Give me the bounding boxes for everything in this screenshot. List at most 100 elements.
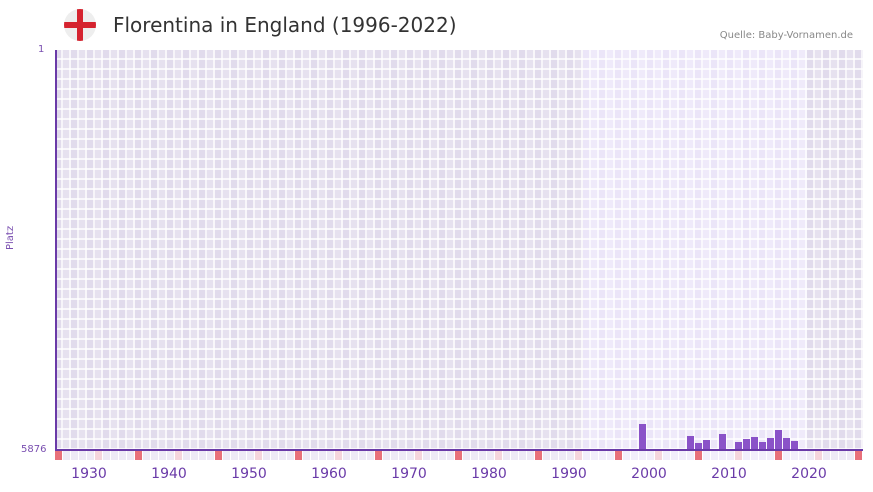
- year-marker: [487, 451, 495, 460]
- y-tick-bottom: 5876: [21, 444, 47, 455]
- year-marker: [135, 451, 143, 460]
- year-marker: [791, 451, 799, 460]
- year-marker: [327, 451, 335, 460]
- year-marker: [455, 451, 463, 460]
- year-marker: [471, 451, 479, 460]
- x-tick-label: 1950: [231, 466, 267, 482]
- year-marker: [335, 451, 343, 460]
- x-tick-label: 2020: [791, 466, 827, 482]
- year-marker: [255, 451, 263, 460]
- source-link[interactable]: Quelle: Baby-Vornamen.de: [719, 30, 853, 41]
- x-axis-line: [55, 449, 863, 451]
- year-marker: [151, 451, 159, 460]
- year-marker: [479, 451, 487, 460]
- year-marker: [591, 451, 599, 460]
- year-marker: [367, 451, 375, 460]
- bar-2016[interactable]: [759, 442, 766, 450]
- year-marker: [807, 451, 815, 460]
- year-marker: [127, 451, 135, 460]
- year-marker-strip: [55, 451, 863, 460]
- year-marker: [55, 451, 63, 460]
- year-marker: [303, 451, 311, 460]
- year-marker: [751, 451, 759, 460]
- year-marker: [855, 451, 863, 460]
- bar-2013[interactable]: [735, 442, 742, 450]
- year-marker: [463, 451, 471, 460]
- bar-2018[interactable]: [775, 430, 782, 450]
- bar-2015[interactable]: [751, 437, 758, 450]
- year-marker: [87, 451, 95, 460]
- year-marker: [727, 451, 735, 460]
- year-marker: [295, 451, 303, 460]
- year-marker: [663, 451, 671, 460]
- year-marker: [359, 451, 367, 460]
- year-marker: [799, 451, 807, 460]
- year-marker: [191, 451, 199, 460]
- year-marker: [527, 451, 535, 460]
- x-tick-label: 1990: [551, 466, 587, 482]
- year-marker: [519, 451, 527, 460]
- year-marker: [703, 451, 711, 460]
- england-flag-icon: [64, 9, 96, 41]
- year-marker: [215, 451, 223, 460]
- year-marker: [839, 451, 847, 460]
- year-marker: [423, 451, 431, 460]
- flag-cross-vertical: [77, 9, 83, 41]
- x-tick-label: 1960: [311, 466, 347, 482]
- bar-2019[interactable]: [783, 438, 790, 450]
- year-marker: [711, 451, 719, 460]
- bar-2011[interactable]: [719, 434, 726, 450]
- bar-2014[interactable]: [743, 439, 750, 450]
- year-marker: [183, 451, 191, 460]
- year-marker: [543, 451, 551, 460]
- year-marker: [783, 451, 791, 460]
- year-marker: [375, 451, 383, 460]
- year-marker: [719, 451, 727, 460]
- year-marker: [575, 451, 583, 460]
- year-marker: [207, 451, 215, 460]
- year-marker: [503, 451, 511, 460]
- year-marker: [631, 451, 639, 460]
- year-marker: [343, 451, 351, 460]
- year-marker: [103, 451, 111, 460]
- bar-2020[interactable]: [791, 441, 798, 450]
- year-marker: [847, 451, 855, 460]
- year-marker: [383, 451, 391, 460]
- year-marker: [655, 451, 663, 460]
- x-tick-label: 1980: [471, 466, 507, 482]
- bar-2017[interactable]: [767, 438, 774, 450]
- year-marker: [623, 451, 631, 460]
- year-marker: [815, 451, 823, 460]
- year-marker: [143, 451, 151, 460]
- year-marker: [223, 451, 231, 460]
- year-marker: [447, 451, 455, 460]
- year-marker: [79, 451, 87, 460]
- bar-2007[interactable]: [687, 436, 694, 450]
- year-marker: [615, 451, 623, 460]
- year-marker: [823, 451, 831, 460]
- bar-2008[interactable]: [695, 443, 702, 450]
- year-marker: [551, 451, 559, 460]
- year-marker: [279, 451, 287, 460]
- year-marker: [415, 451, 423, 460]
- bar-2001[interactable]: [639, 424, 646, 450]
- x-tick-label: 1930: [71, 466, 107, 482]
- y-tick-top: 1: [38, 44, 45, 55]
- year-marker: [111, 451, 119, 460]
- x-tick-label: 1970: [391, 466, 427, 482]
- year-marker: [583, 451, 591, 460]
- year-marker: [95, 451, 103, 460]
- x-tick-label: 2010: [711, 466, 747, 482]
- year-marker: [735, 451, 743, 460]
- year-marker: [775, 451, 783, 460]
- year-marker: [247, 451, 255, 460]
- grid-rows: [55, 50, 863, 450]
- year-marker: [71, 451, 79, 460]
- bar-2009[interactable]: [703, 440, 710, 450]
- year-marker: [695, 451, 703, 460]
- y-axis-line: [55, 50, 57, 451]
- year-marker: [407, 451, 415, 460]
- x-tick-label: 1940: [151, 466, 187, 482]
- year-marker: [599, 451, 607, 460]
- y-axis-title: Platz: [5, 225, 16, 250]
